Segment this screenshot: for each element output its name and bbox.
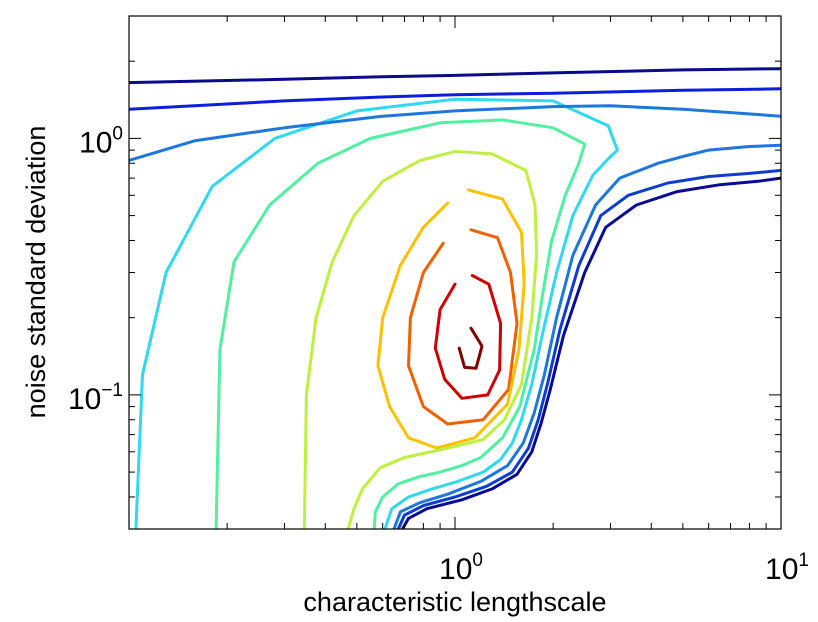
contour-line-7 bbox=[392, 143, 781, 529]
tick-labels: 100 101 100 10−1 bbox=[68, 123, 809, 586]
contour-lines bbox=[129, 67, 781, 529]
contour-line-10 bbox=[129, 87, 781, 111]
x-axis-label: characteristic lengthscale bbox=[303, 587, 606, 617]
contour-line-3 bbox=[376, 188, 526, 450]
contour-line-5 bbox=[214, 118, 587, 529]
contour-line-8 bbox=[129, 104, 781, 162]
y-tick-label: 100 bbox=[79, 123, 123, 159]
y-axis-label: noise standard deviation bbox=[21, 126, 51, 419]
contour-line-6 bbox=[134, 97, 619, 529]
contour-line-11 bbox=[401, 176, 781, 529]
contour-line-9 bbox=[396, 168, 781, 529]
contour-line-12 bbox=[129, 67, 781, 85]
plot-frame bbox=[128, 15, 782, 530]
x-tick-label: 100 bbox=[439, 550, 483, 586]
plot-area bbox=[129, 16, 781, 529]
contour-line-4 bbox=[302, 149, 539, 529]
y-tick-label: 10−1 bbox=[68, 380, 123, 416]
x-tick-label: 101 bbox=[765, 550, 809, 586]
contour-line-1 bbox=[433, 274, 503, 400]
contour-line-0 bbox=[457, 326, 484, 370]
contour-line-2 bbox=[407, 228, 519, 426]
